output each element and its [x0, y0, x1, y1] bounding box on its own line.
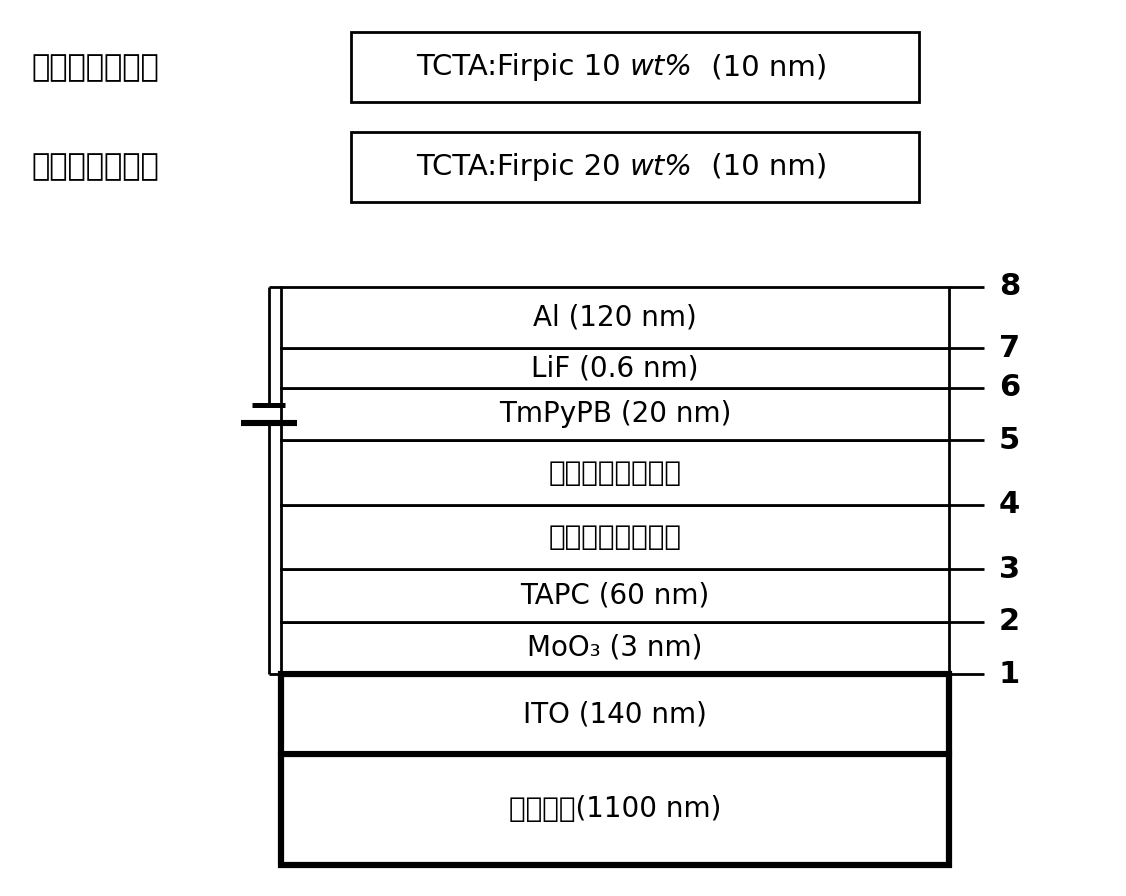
- Text: 3: 3: [999, 555, 1020, 584]
- Text: TAPC (60 nm): TAPC (60 nm): [520, 582, 709, 609]
- FancyBboxPatch shape: [280, 287, 949, 348]
- Text: 第二蓝光发光层: 第二蓝光发光层: [32, 152, 159, 181]
- Text: TCTA:Firpic 20: TCTA:Firpic 20: [417, 153, 629, 181]
- FancyBboxPatch shape: [280, 570, 949, 622]
- Text: 第一发蓝光发光层: 第一发蓝光发光层: [548, 523, 681, 551]
- Text: TmPyPB (20 nm): TmPyPB (20 nm): [499, 401, 731, 428]
- FancyBboxPatch shape: [280, 674, 949, 754]
- Text: 7: 7: [999, 333, 1020, 363]
- Text: 5: 5: [999, 426, 1020, 455]
- FancyBboxPatch shape: [280, 440, 949, 504]
- Text: TCTA:Firpic 10: TCTA:Firpic 10: [415, 53, 629, 82]
- Text: 第一蓝光发光层: 第一蓝光发光层: [32, 53, 159, 82]
- Text: 玻璃衬底(1100 nm): 玻璃衬底(1100 nm): [509, 796, 721, 823]
- Text: (10 nm): (10 nm): [701, 53, 826, 82]
- Text: wt%: wt%: [629, 53, 692, 82]
- FancyBboxPatch shape: [280, 622, 949, 674]
- Text: ITO (140 nm): ITO (140 nm): [522, 700, 707, 728]
- FancyBboxPatch shape: [280, 348, 949, 388]
- Text: 1: 1: [999, 659, 1020, 688]
- FancyBboxPatch shape: [350, 132, 919, 202]
- Text: MoO₃ (3 nm): MoO₃ (3 nm): [527, 633, 703, 662]
- FancyBboxPatch shape: [350, 32, 919, 102]
- Text: 6: 6: [999, 374, 1020, 402]
- Text: 8: 8: [999, 272, 1020, 301]
- FancyBboxPatch shape: [280, 388, 949, 440]
- FancyBboxPatch shape: [280, 754, 949, 865]
- Text: 4: 4: [999, 490, 1020, 520]
- Text: (10 nm): (10 nm): [701, 153, 826, 181]
- FancyBboxPatch shape: [280, 504, 949, 570]
- Text: wt%: wt%: [629, 153, 692, 181]
- Text: LiF (0.6 nm): LiF (0.6 nm): [531, 354, 698, 382]
- Text: Al (120 nm): Al (120 nm): [533, 303, 697, 332]
- Text: 2: 2: [999, 607, 1020, 636]
- Text: 第二发蓝光发光层: 第二发蓝光发光层: [548, 459, 681, 487]
